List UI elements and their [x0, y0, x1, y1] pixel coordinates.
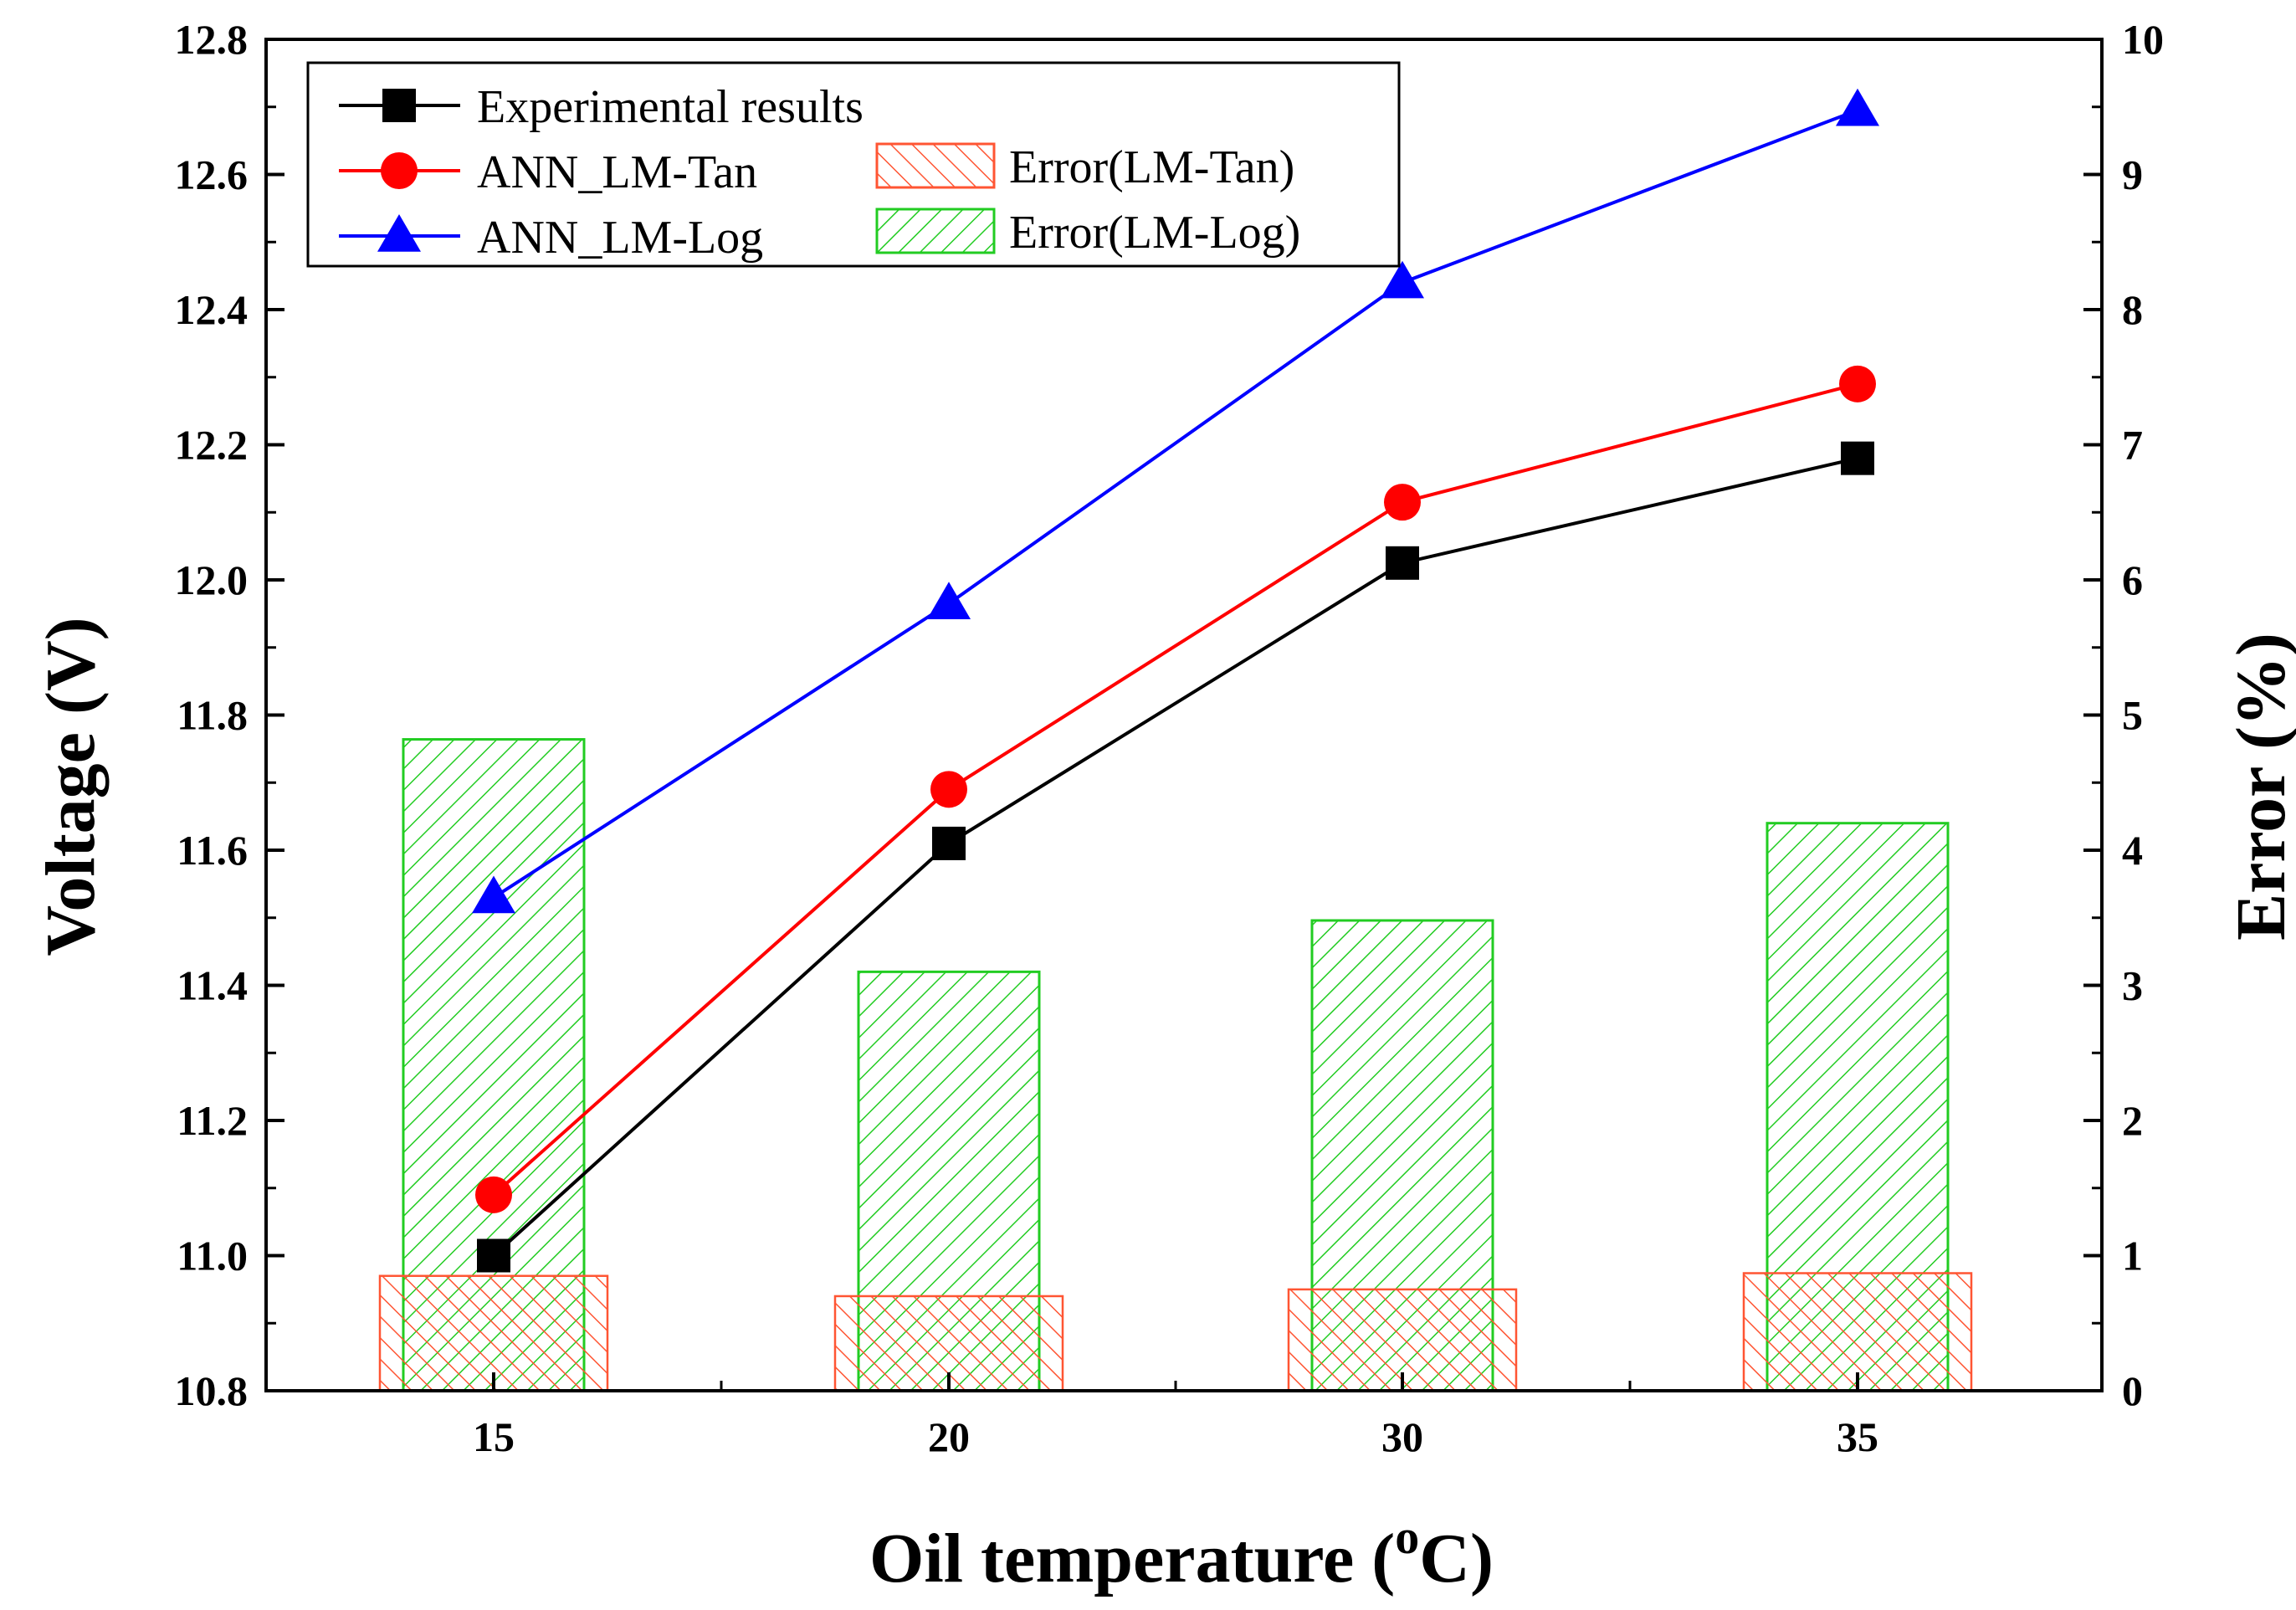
left-tick-label: 11.8: [177, 692, 248, 739]
right-tick-label: 4: [2122, 827, 2143, 874]
legend-label-ann-lm-tan: ANN_LM-Tan: [477, 146, 757, 198]
left-tick-label: 12.4: [175, 286, 249, 333]
x-tick-label: 15: [473, 1413, 515, 1460]
point-experimental-results: [1386, 546, 1419, 580]
right-tick-label: 6: [2122, 556, 2143, 603]
left-tick-label: 11.6: [177, 827, 248, 874]
x-tick-label: 20: [928, 1413, 970, 1460]
right-tick-label: 3: [2122, 962, 2143, 1009]
line-ann-lm-tan: [492, 382, 1858, 1197]
left-tick-label: 12.6: [175, 151, 249, 198]
y-axis-title-left: Voltage (V): [32, 617, 110, 956]
point-experimental-results: [477, 1238, 510, 1273]
legend: Experimental results ANN_LM-Tan ANN_LM-Log…: [306, 61, 1401, 268]
point-ann-lm-tan: [1384, 484, 1421, 521]
point-ann-lm-log: [927, 582, 971, 619]
left-tick-label: 11.0: [177, 1233, 248, 1279]
legend-swatch-error-lm-tan-: [875, 142, 996, 189]
legend-box: [306, 61, 1401, 268]
x-tick-label: 35: [1837, 1413, 1878, 1460]
bar-error-lm-tan: [1742, 1272, 1973, 1392]
left-tick-label: 10.8: [175, 1367, 249, 1414]
legend-label-ann-lm-log: ANN_LM-Log: [477, 212, 763, 264]
legend-label-error-lm-tan-: Error(LM-Tan): [1009, 141, 1294, 193]
legend-label-experimental-results: Experimental results: [477, 81, 864, 133]
left-axis: 10.8 11.0 11.2 11.4 11.6 11.8 12.0 12.2 12.4 12.6…: [175, 16, 284, 1414]
point-ann-lm-tan: [475, 1176, 512, 1213]
legend-marker-ann-lm-log: [377, 214, 421, 252]
right-axis: 0 1 2 3 4 5 6 7 8 9 10: [2083, 16, 2164, 1414]
point-ann-lm-log: [1381, 260, 1424, 299]
point-ann-lm-log: [1836, 88, 1879, 126]
right-tick-label: 8: [2122, 286, 2143, 333]
point-experimental-results: [932, 826, 966, 860]
right-tick-label: 7: [2122, 422, 2143, 469]
right-tick-label: 1: [2122, 1233, 2143, 1279]
bar-error-lm-tan: [378, 1274, 609, 1392]
error-bars: [378, 738, 1973, 1392]
x-axis-title-main: Oil temperature (: [869, 1520, 1395, 1597]
legend-label-error-lm-log-: Error(LM-Log): [1009, 207, 1300, 259]
right-tick-label: 2: [2122, 1097, 2143, 1144]
left-tick-label: 12.2: [175, 422, 249, 469]
point-experimental-results: [1841, 441, 1874, 475]
x-axis-title-sup: o: [1395, 1510, 1419, 1564]
left-tick-label: 12.8: [175, 16, 249, 63]
x-axis: 15 20 30 35: [473, 1372, 1878, 1460]
right-tick-label: 5: [2122, 692, 2143, 739]
right-tick-label: 10: [2122, 16, 2164, 63]
line-ann-lm-log: [492, 108, 1858, 900]
legend-marker-ann-lm-tan: [381, 152, 418, 189]
point-ann-lm-log: [472, 875, 515, 914]
right-tick-label: 9: [2122, 151, 2143, 198]
legend-marker-experimental-results: [382, 89, 416, 122]
point-ann-lm-tan: [930, 771, 967, 808]
legend-swatch-error-lm-log-: [875, 208, 996, 254]
left-tick-label: 12.0: [175, 556, 249, 603]
y-axis-title-right: Error (%): [2222, 633, 2296, 941]
line-experimental-results: [492, 456, 1858, 1257]
voltage-markers: [472, 88, 1879, 1273]
x-axis-title: Oil temperature (oC): [869, 1510, 1494, 1597]
right-tick-label: 0: [2122, 1367, 2143, 1414]
x-axis-title-suffix: C): [1419, 1520, 1494, 1597]
point-ann-lm-tan: [1839, 365, 1876, 402]
left-tick-label: 11.4: [177, 962, 248, 1009]
voltage-lines: [492, 108, 1858, 1257]
x-tick-label: 30: [1381, 1413, 1423, 1460]
left-tick-label: 11.2: [177, 1097, 248, 1144]
